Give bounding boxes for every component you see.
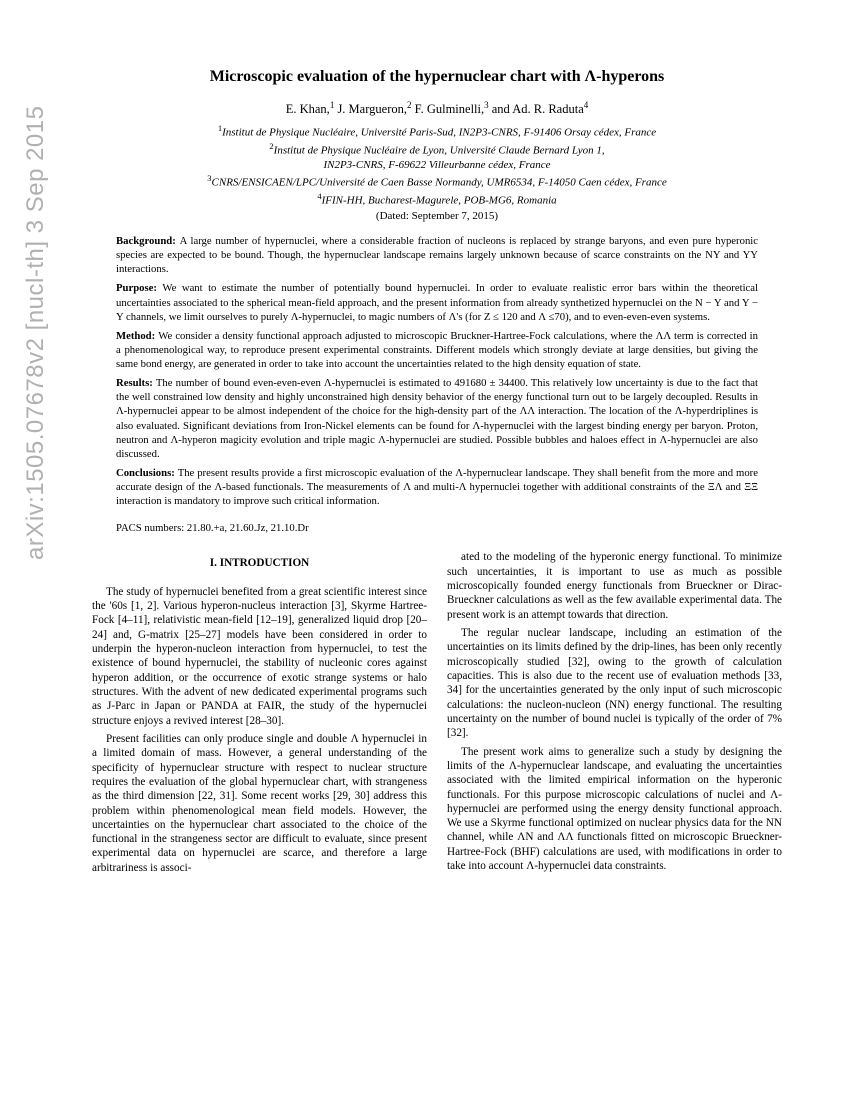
authors-line: E. Khan,1 J. Margueron,2 F. Gulminelli,3…: [92, 100, 782, 117]
dated-line: (Dated: September 7, 2015): [92, 210, 782, 222]
abstract-block: Background: A large number of hypernucle…: [116, 234, 758, 508]
affiliations: 1Institut de Physique Nucléaire, Univers…: [92, 123, 782, 208]
intro-para-1: The study of hypernuclei benefited from …: [92, 585, 427, 728]
affiliation-2a: 2Institut de Physique Nucléaire de Lyon,…: [92, 141, 782, 159]
abstract-purpose: Purpose: We want to estimate the number …: [116, 281, 758, 323]
affiliation-3: 3CNRS/ENSICAEN/LPC/Université de Caen Ba…: [92, 173, 782, 191]
affiliation-2b: IN2P3-CNRS, F-69622 Villeurbanne cédex, …: [92, 158, 782, 173]
abstract-conclusions: Conclusions: The present results provide…: [116, 466, 758, 508]
intro-para-3: ated to the modeling of the hyperonic en…: [447, 550, 782, 622]
page-content: Microscopic evaluation of the hypernucle…: [0, 0, 850, 918]
intro-para-2: Present facilities can only produce sing…: [92, 732, 427, 875]
section-1-heading: I. INTRODUCTION: [92, 556, 427, 570]
affiliation-1: 1Institut de Physique Nucléaire, Univers…: [92, 123, 782, 141]
affiliation-4: 4IFIN-HH, Bucharest-Magurele, POB-MG6, R…: [92, 191, 782, 209]
pacs-line: PACS numbers: 21.80.+a, 21.60.Jz, 21.10.…: [116, 522, 758, 534]
intro-para-5: The present work aims to generalize such…: [447, 745, 782, 874]
abstract-background: Background: A large number of hypernucle…: [116, 234, 758, 276]
body-columns: I. INTRODUCTION The study of hypernuclei…: [92, 550, 782, 878]
abstract-method: Method: We consider a density functional…: [116, 329, 758, 371]
abstract-results: Results: The number of bound even-even-e…: [116, 376, 758, 461]
paper-title: Microscopic evaluation of the hypernucle…: [92, 68, 782, 86]
intro-para-4: The regular nuclear landscape, including…: [447, 626, 782, 741]
arxiv-watermark: arXiv:1505.07678v2 [nucl-th] 3 Sep 2015: [22, 106, 50, 560]
